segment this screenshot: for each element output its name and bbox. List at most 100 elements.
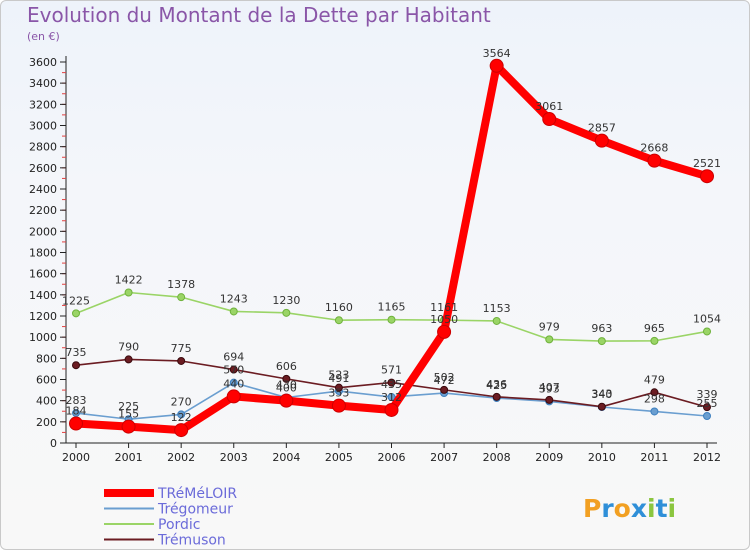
data-label-pordic: 1225: [62, 294, 90, 307]
data-label-tremuson: 606: [276, 360, 297, 373]
data-point-tremuson: [440, 385, 449, 394]
x-tick-label: 2002: [167, 451, 195, 464]
data-point-tremeloir: [700, 169, 714, 184]
data-label-tregomeur: 283: [66, 394, 87, 407]
data-label-tremeloir: 440: [223, 377, 244, 390]
axes: 0 200 400 600 800 1000 1200 1400 1600 1800 2000 220…: [29, 56, 721, 464]
data-point-tremuson: [334, 383, 343, 392]
data-labels: 283 225 270 570 430 491 435 472 425 393 340 298 255 1…: [62, 47, 721, 424]
y-tick-label: 0: [50, 437, 57, 450]
x-tick-label: 2011: [640, 451, 668, 464]
data-label-tremeloir: 2521: [693, 157, 721, 170]
data-point-tremeloir: [279, 393, 294, 408]
data-label-pordic: 1153: [483, 302, 511, 315]
data-point-pordic: [72, 309, 80, 318]
data-point-pordic: [387, 315, 396, 324]
data-point-tremeloir: [384, 402, 399, 417]
legend-label-tremuson: Trémuson: [157, 533, 226, 549]
y-tick-label: 1200: [29, 310, 57, 323]
y-tick-label: 3600: [29, 56, 57, 69]
data-label-pordic: 1165: [378, 301, 406, 314]
data-point-tremuson: [650, 388, 659, 397]
data-label-tremuson: 407: [539, 381, 560, 394]
data-label-tregomeur: 425: [486, 379, 507, 392]
series-lines: [69, 58, 714, 438]
proxiti-logo: Proxiti: [583, 494, 676, 523]
data-label-tremeloir: 122: [171, 411, 192, 424]
data-point-pordic: [124, 288, 133, 297]
x-tick-label: 2012: [693, 451, 721, 464]
chart-title: Evolution du Montant de la Dette par Hab…: [27, 3, 491, 27]
data-point-tremeloir: [437, 324, 452, 339]
data-point-tremuson: [597, 402, 606, 411]
data-point-tremeloir: [226, 389, 241, 404]
data-point-tremuson: [545, 395, 554, 404]
data-point-tremuson: [282, 374, 291, 383]
data-point-tremeloir: [121, 419, 136, 434]
data-point-pordic: [334, 316, 343, 325]
data-point-pordic: [229, 307, 238, 316]
data-label-tremuson: 523: [328, 369, 349, 382]
data-label-tregomeur: 298: [644, 392, 665, 405]
y-tick-label: 3000: [29, 120, 57, 133]
data-point-pordic: [545, 335, 554, 344]
data-point-pordic: [177, 293, 186, 302]
data-point-tremuson: [72, 361, 80, 370]
y-tick-label: 2000: [29, 225, 57, 238]
y-tick-label: 1800: [29, 247, 57, 260]
data-point-tremeloir: [542, 112, 557, 127]
data-point-tregomeur: [229, 378, 238, 387]
data-label-tremeloir: 312: [381, 391, 402, 404]
data-label-tremeloir: 2857: [588, 122, 616, 135]
data-point-tremuson: [229, 365, 238, 374]
data-point-tregomeur: [703, 412, 711, 421]
data-label-pordic: 979: [539, 320, 560, 333]
data-label-tremuson: 571: [381, 364, 402, 377]
data-label-tregomeur: 255: [697, 397, 718, 410]
y-tick-label: 1400: [29, 289, 57, 302]
data-label-tremuson: 790: [118, 340, 139, 353]
data-label-pordic: 1378: [167, 278, 195, 291]
data-label-tregomeur: 340: [591, 388, 612, 401]
y-tick-label: 2600: [29, 162, 57, 175]
data-label-pordic: 1230: [272, 294, 300, 307]
x-tick-label: 2005: [325, 451, 353, 464]
data-point-tremuson: [703, 403, 711, 412]
data-point-tremeloir: [647, 153, 662, 168]
x-tick-label: 2009: [535, 451, 563, 464]
data-label-pordic: 1243: [220, 292, 248, 305]
chart-subtitle: (en €): [27, 30, 60, 43]
y-tick-label: 400: [36, 395, 57, 408]
data-point-tremeloir: [69, 416, 83, 431]
y-tick-label: 2400: [29, 183, 57, 196]
data-label-tremeloir: 184: [66, 405, 87, 418]
data-label-tremeloir: 155: [118, 408, 139, 421]
data-label-tregomeur: 435: [381, 378, 402, 391]
data-label-tremuson: 479: [644, 373, 665, 386]
data-label-pordic: 965: [644, 322, 665, 335]
x-tick-label: 2003: [220, 451, 248, 464]
data-label-tremeloir: 3564: [483, 47, 511, 60]
data-label-tregomeur: 491: [328, 372, 349, 385]
data-label-tremuson: 343: [591, 388, 612, 401]
data-label-tregomeur: 472: [434, 374, 455, 387]
data-point-tremuson: [492, 392, 501, 401]
data-point-tremeloir: [331, 398, 346, 413]
logo-text: Proxiti: [583, 494, 676, 523]
x-tick-label: 2010: [588, 451, 616, 464]
data-label-tremeloir: 353: [328, 387, 349, 400]
y-tick-label: 1600: [29, 268, 57, 281]
data-label-tregomeur: 570: [223, 364, 244, 377]
x-tick-label: 2004: [272, 451, 300, 464]
data-label-tregomeur: 225: [118, 400, 139, 413]
data-label-tremuson: 775: [171, 342, 192, 355]
y-tick-label: 3200: [29, 98, 57, 111]
y-tick-label: 2800: [29, 141, 57, 154]
data-point-tremeloir: [174, 423, 189, 438]
data-label-tremeloir: 400: [276, 382, 297, 395]
data-label-pordic: 1422: [115, 274, 143, 287]
data-label-pordic: 1161: [430, 301, 458, 314]
